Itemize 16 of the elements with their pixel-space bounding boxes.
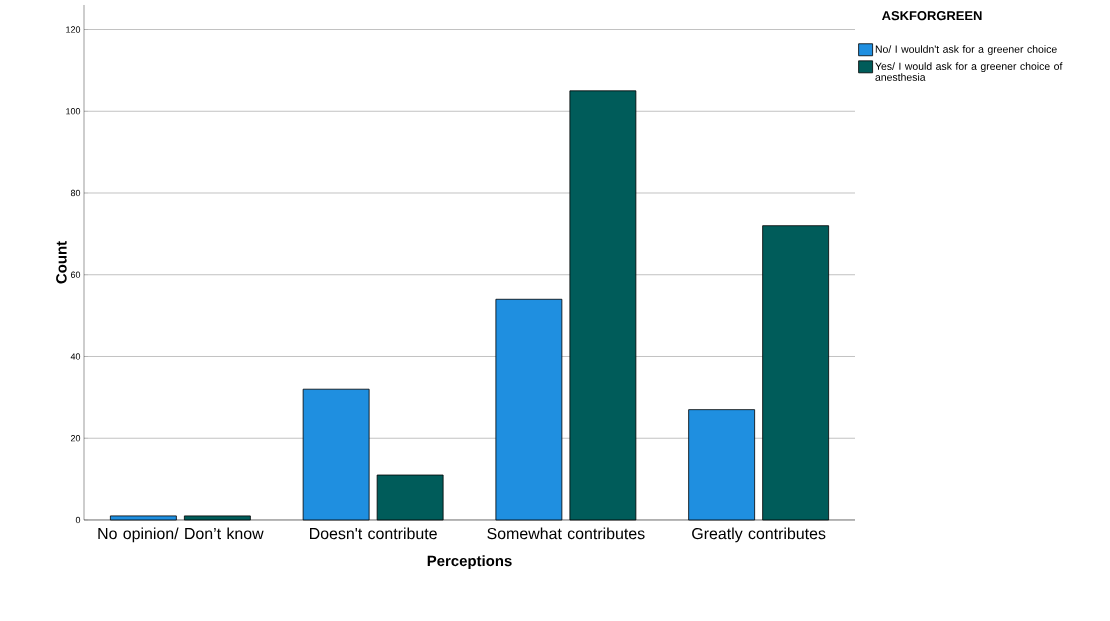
legend-title: ASKFORGREEN: [881, 11, 982, 21]
x-tick-label: Somewhat contributes: [487, 527, 645, 540]
y-tick-label: 120: [66, 26, 81, 33]
y-tick-label: 0: [75, 516, 81, 524]
y-axis-title: Count: [56, 241, 67, 284]
y-tick-label: 60: [70, 271, 81, 278]
y-tick-label: 20: [70, 435, 81, 442]
legend-label: Yes/ I would ask for a greener choice of anesthesia: [875, 62, 1063, 81]
x-tick-label: Doesn't contribute: [310, 527, 437, 540]
x-tick-label: No opinion/ Don’t know: [98, 527, 264, 543]
legend-label: No/ I wouldn't ask for a greener choice: [875, 45, 1057, 55]
y-tick-label: 40: [70, 353, 81, 360]
x-axis-title: Perceptions: [427, 555, 512, 570]
y-tick-label: 80: [70, 189, 81, 197]
x-tick-label: Greatly contributes: [692, 527, 826, 543]
y-tick-label: 100: [66, 108, 81, 115]
